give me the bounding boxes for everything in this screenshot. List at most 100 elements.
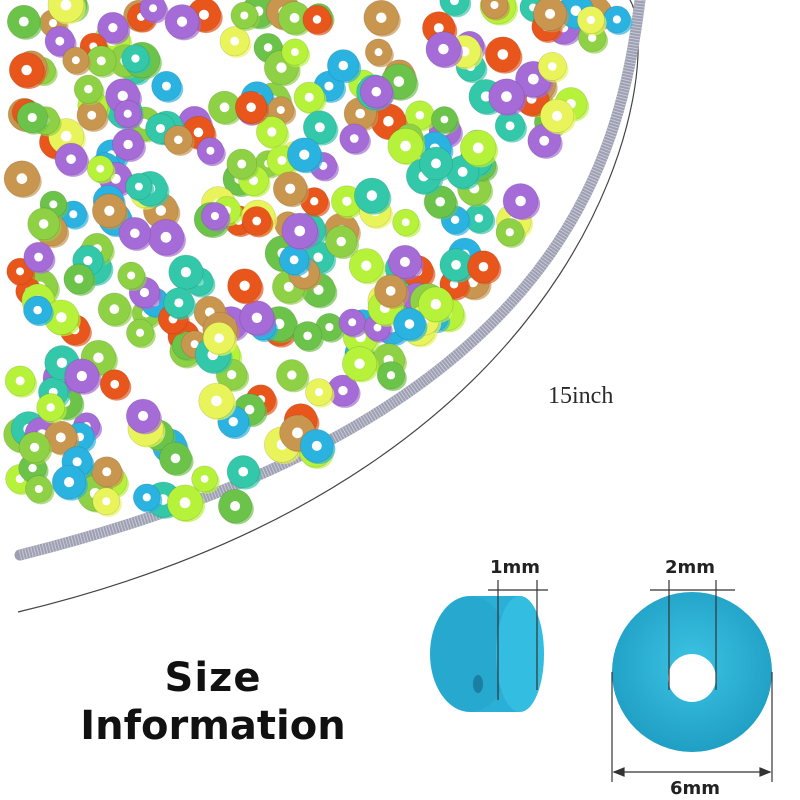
bead [430,106,460,135]
bead [364,38,394,68]
bead [4,365,38,398]
bead [326,374,361,408]
bead [54,142,90,177]
bead [227,268,264,305]
bead [125,398,162,435]
bead [417,286,456,324]
bead [117,261,147,291]
bead [23,295,54,327]
bead [76,100,109,132]
bead [341,346,379,383]
bead [126,318,156,349]
bead [467,250,502,285]
bead [24,475,55,505]
title-line-2: Information [80,703,346,749]
bead [202,321,238,356]
bead [439,248,475,283]
bead [85,45,119,78]
hole-label: 2mm [665,557,716,578]
bead [393,307,428,342]
bead [299,428,336,465]
bead [286,137,324,174]
bead [226,455,262,490]
dimension-lines [488,580,773,782]
bead [234,90,269,125]
bead [502,183,541,221]
bead [163,125,195,156]
bead [163,287,196,320]
bead-pile [3,0,633,525]
bead [217,488,254,525]
bead [168,254,206,291]
bead [91,193,129,230]
bead [464,203,496,235]
bead [51,464,88,501]
bead [191,465,220,494]
bead [480,0,511,21]
bead [425,31,463,69]
bead [576,5,607,36]
bead [302,4,334,36]
bead [326,49,362,84]
bead [198,382,237,421]
bead [64,358,101,395]
bead [459,129,499,168]
bead [292,321,324,352]
bead [200,202,231,232]
bead [164,4,202,41]
bead [376,361,407,391]
bead-strand [14,0,646,561]
bead [293,81,327,115]
bead [18,431,53,465]
bead [338,308,368,338]
bead [278,244,311,277]
bead [494,110,527,143]
bead [139,0,169,24]
bead [272,171,310,208]
bead [374,274,409,309]
bead [151,70,184,103]
bead [226,148,259,181]
bead [495,218,526,248]
bead [63,263,96,296]
bead [359,75,395,110]
bead [166,484,205,523]
bead [23,241,56,274]
bead [484,36,523,74]
bead [43,299,81,337]
bead [281,38,311,68]
bead [387,127,426,166]
bead [47,0,86,25]
bead [132,483,163,513]
bead [445,155,482,190]
bead [324,225,360,260]
bead [36,393,67,424]
bead [73,74,105,106]
bead [348,248,386,285]
bead [539,98,576,135]
bead [91,456,124,489]
bead [387,244,424,281]
bead [339,123,371,155]
bead [219,26,252,58]
bead [305,378,335,408]
bead [602,5,633,35]
bead [488,78,527,116]
bead [6,257,36,287]
bead [147,218,186,257]
bead [97,11,131,45]
bead [44,420,80,456]
bead [353,177,392,215]
bead [113,99,144,130]
bead [97,292,133,328]
bead [419,146,455,182]
bead [239,300,277,337]
bead [86,155,116,184]
bead [118,216,153,251]
bead [537,51,569,83]
bead [3,160,42,198]
bead [439,0,472,18]
bead [532,0,569,33]
